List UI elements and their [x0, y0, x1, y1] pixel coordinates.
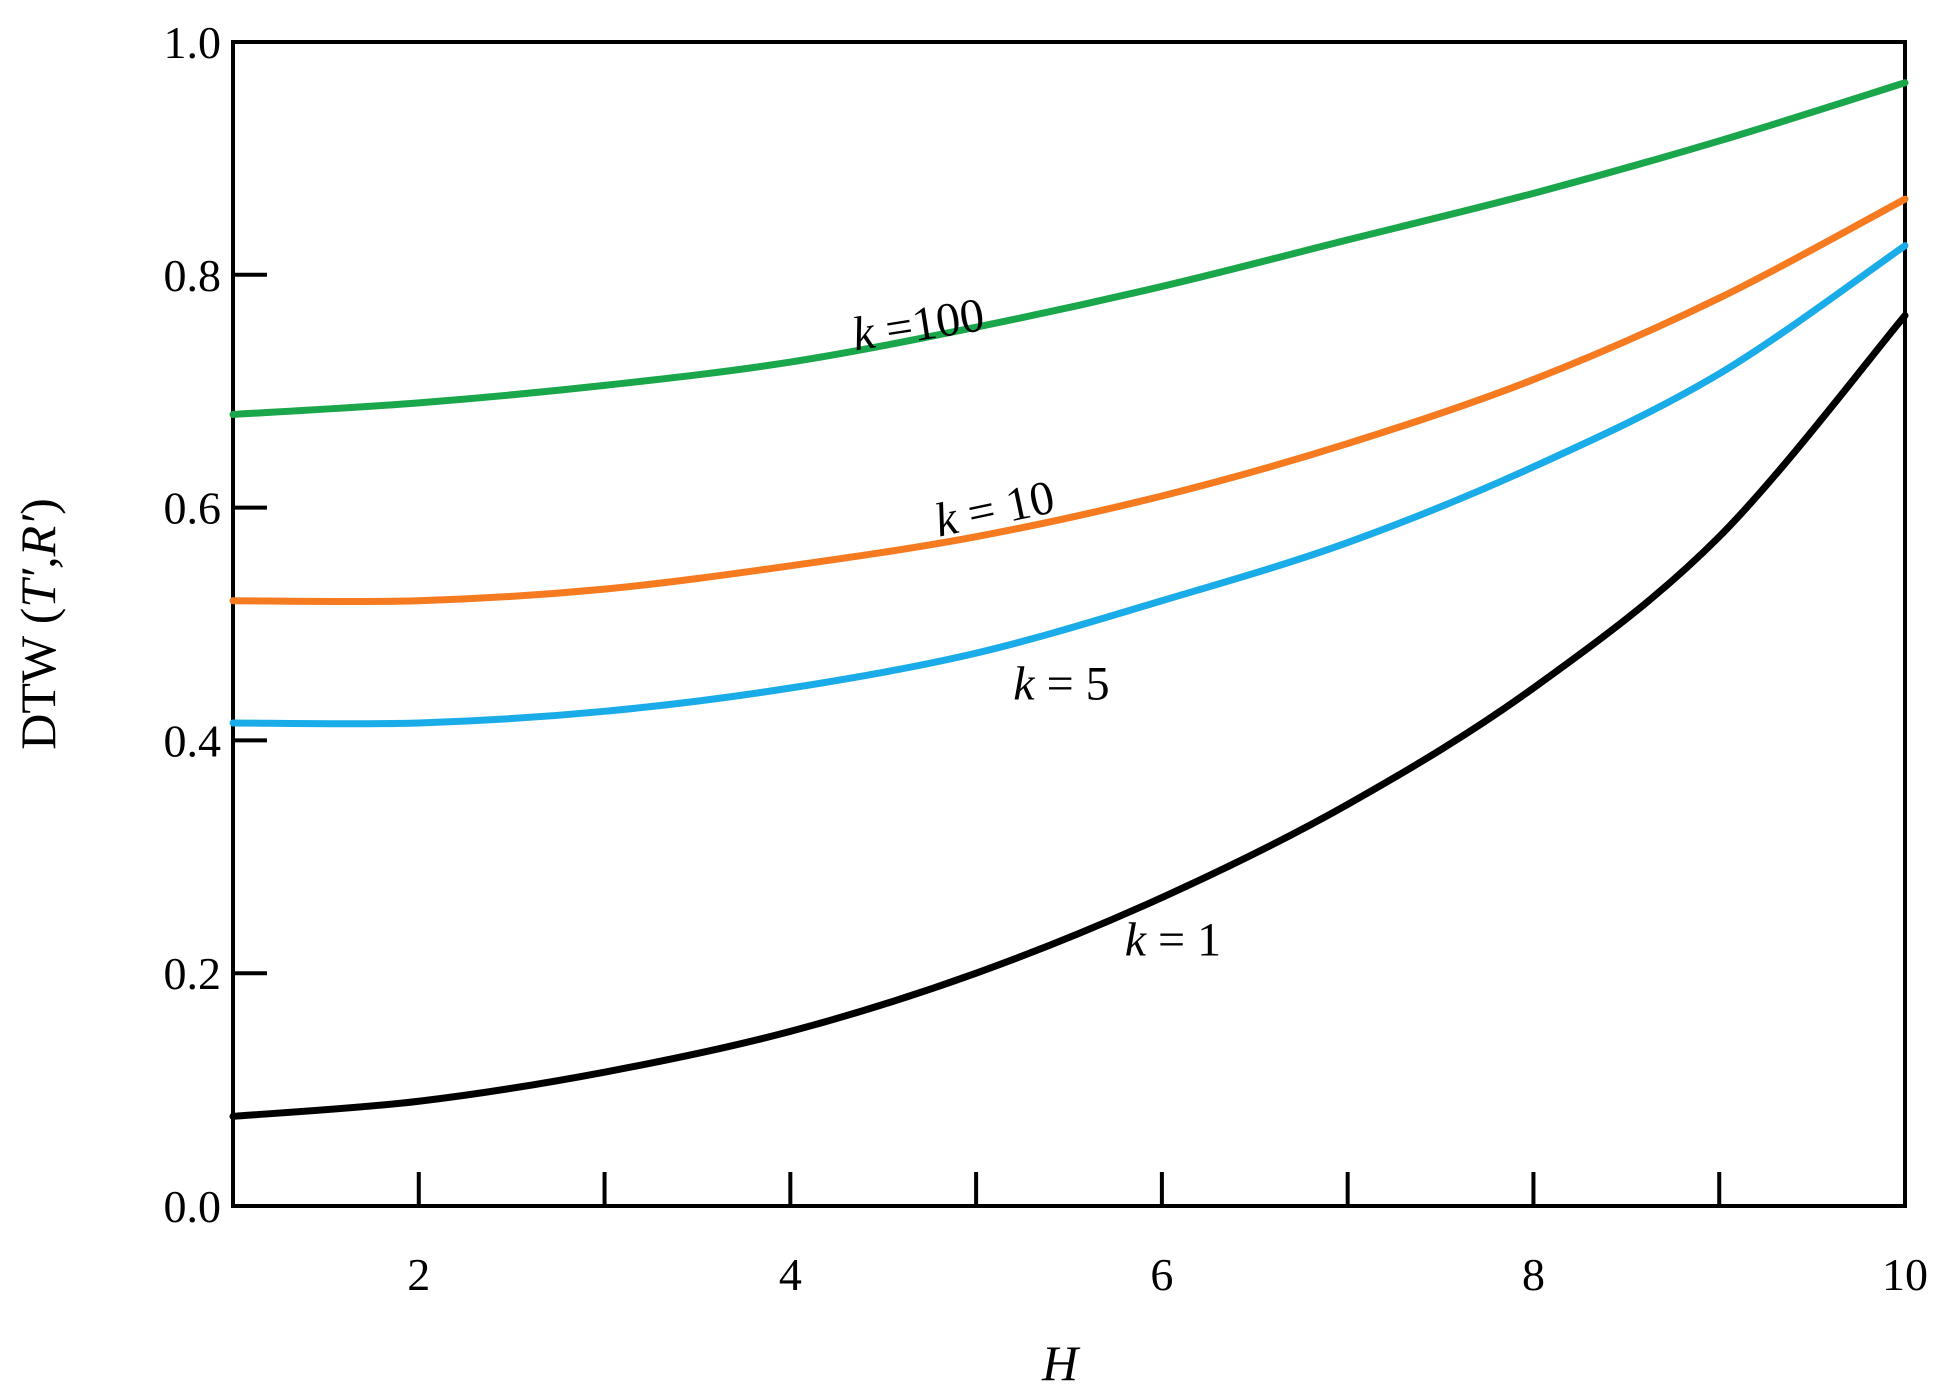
y-tick-label: 0.6 [164, 483, 222, 534]
y-axis-title-suffix: ) [10, 498, 66, 515]
y-tick-label: 1.0 [164, 17, 222, 68]
plot-frame [231, 40, 1907, 1208]
series-k5-line [229, 242, 1909, 728]
y-tick-label: 0.0 [164, 1181, 222, 1232]
series-k100-label: k =100 [849, 288, 988, 361]
series-k100-line [229, 79, 1909, 418]
x-tick-label: 8 [1522, 1249, 1545, 1300]
series-k1-label: k = 1 [1125, 914, 1221, 967]
series-k10-line [229, 195, 1909, 606]
series-k1-line [229, 312, 1909, 1120]
y-tick-label: 0.4 [164, 715, 222, 766]
series-k10-label: k = 10 [930, 471, 1059, 548]
y-axis-title: DTW (T′,R′) [10, 498, 66, 749]
series-layer [229, 79, 1909, 1120]
series-k5-label: k = 5 [1013, 658, 1109, 711]
x-tick-label: 10 [1882, 1249, 1928, 1300]
y-axis-title-prefix: DTW ( [10, 608, 66, 750]
y-tick-label: 0.8 [164, 250, 222, 301]
x-tick-label: 4 [779, 1249, 802, 1300]
y-axis: 0.0 0.2 0.4 0.6 0.8 1.0 [164, 17, 267, 1232]
y-axis-title-vars: T′,R′ [10, 514, 66, 608]
x-tick-label: 2 [407, 1249, 430, 1300]
x-axis: 2 4 6 8 10 [407, 1172, 1928, 1300]
y-tick-label: 0.2 [164, 948, 222, 999]
x-axis-title: H [1041, 1335, 1081, 1389]
x-tick-label: 6 [1150, 1249, 1173, 1300]
curve-labels: k =100 k = 10 k = 5 k = 1 [849, 288, 1221, 966]
